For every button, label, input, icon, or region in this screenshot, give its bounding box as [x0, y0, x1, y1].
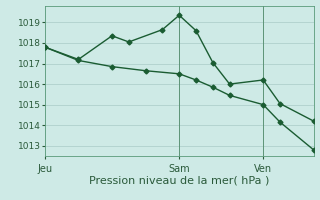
X-axis label: Pression niveau de la mer( hPa ): Pression niveau de la mer( hPa )	[89, 175, 269, 185]
